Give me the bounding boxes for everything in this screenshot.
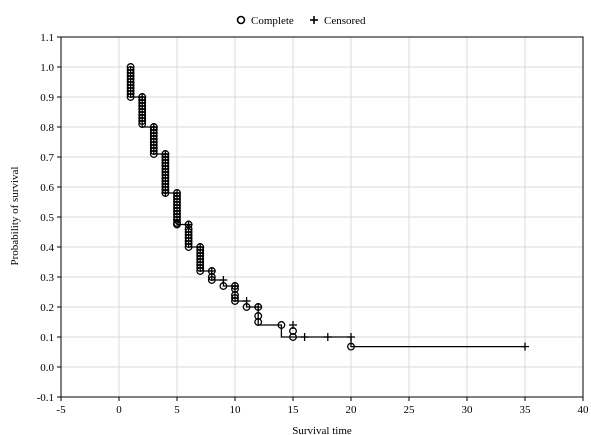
complete-point — [347, 342, 355, 351]
complete-point — [231, 294, 239, 302]
complete-point — [207, 276, 216, 284]
complete-point — [196, 267, 205, 275]
complete-point — [126, 90, 135, 98]
censored-point — [254, 303, 263, 311]
censored-point — [196, 243, 205, 251]
censored-point — [161, 150, 170, 158]
y-axis-title: Probability of survival — [9, 167, 21, 266]
y-tick-label: 0.9 — [40, 92, 54, 104]
y-tick-label: 0.0 — [40, 362, 54, 374]
legend-censored-label: Censored — [324, 15, 366, 27]
legend: Complete Censored — [236, 15, 366, 27]
legend-complete-marker-icon — [236, 15, 246, 25]
x-tick-label: 20 — [346, 404, 358, 416]
legend-censored-marker-icon — [310, 16, 318, 24]
y-tick-label: 1.1 — [40, 32, 54, 44]
complete-point — [149, 147, 158, 155]
censored-point — [207, 267, 216, 275]
complete-point — [277, 321, 286, 329]
complete-point — [196, 264, 205, 272]
x-tick-label: 10 — [230, 404, 242, 416]
markers-layer — [126, 63, 529, 351]
complete-point — [184, 240, 193, 248]
y-tick-label: 0.4 — [40, 242, 54, 254]
censored-point — [521, 342, 529, 351]
censored-point — [323, 333, 332, 341]
censored-point — [138, 93, 147, 101]
y-tick-label: 1.0 — [40, 62, 54, 74]
y-tick-label: 0.6 — [40, 182, 54, 194]
y-tick-label: 0.2 — [40, 302, 54, 314]
complete-point — [173, 220, 181, 229]
complete-point — [289, 333, 297, 341]
censored-point — [300, 333, 309, 341]
y-tick-label: 0.5 — [40, 212, 54, 224]
censored-point — [231, 282, 239, 290]
x-tick-label: 25 — [404, 404, 416, 416]
x-tick-label: 30 — [462, 404, 474, 416]
grid — [60, 36, 584, 398]
x-tick-label: 15 — [288, 404, 300, 416]
censored-point — [219, 276, 228, 284]
censored-point — [161, 189, 170, 197]
x-tick-label: -5 — [56, 404, 66, 416]
censored-point — [149, 123, 158, 131]
complete-point — [254, 318, 263, 326]
legend-complete-label: Complete — [251, 15, 294, 27]
complete-point — [138, 117, 147, 125]
complete-point — [126, 93, 135, 101]
complete-point — [149, 150, 158, 158]
censored-point — [173, 189, 181, 197]
survival-step-line — [129, 67, 525, 348]
censored-point — [289, 321, 297, 329]
y-axis: -0.1 0.0 0.1 0.2 0.3 0.4 0.5 0.6 0.7 0.8 0.9 1.0 1.1 — [37, 32, 61, 404]
y-tick-label: 0.8 — [40, 122, 54, 134]
complete-point — [138, 120, 147, 128]
x-tick-label: 40 — [578, 404, 590, 416]
x-axis-title: Survival time — [292, 425, 352, 435]
censored-point — [184, 220, 193, 229]
y-tick-label: 0.3 — [40, 272, 54, 284]
series-layer — [129, 67, 525, 348]
complete-point — [184, 243, 193, 251]
y-tick-label: 0.7 — [40, 152, 54, 164]
x-tick-label: 0 — [116, 404, 122, 416]
censored-point — [242, 297, 251, 305]
censored-point — [347, 333, 355, 341]
y-tick-label: 0.1 — [40, 332, 54, 344]
complete-point — [173, 216, 181, 224]
x-tick-label: 5 — [174, 404, 180, 416]
complete-point — [231, 297, 239, 305]
x-axis: -5 0 5 10 15 20 25 30 35 40 — [56, 397, 589, 416]
x-tick-label: 35 — [520, 404, 532, 416]
y-tick-label: -0.1 — [37, 392, 54, 404]
